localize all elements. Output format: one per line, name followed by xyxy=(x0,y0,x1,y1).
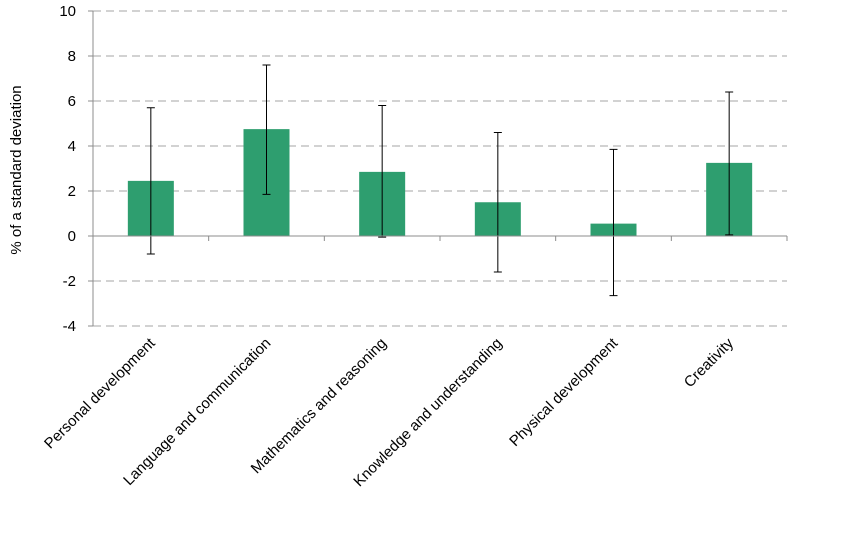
y-tick-label: 4 xyxy=(68,138,76,155)
x-category-label: Physical development xyxy=(506,334,622,450)
bars xyxy=(127,129,753,236)
x-category-label: Personal development xyxy=(41,334,159,452)
gridlines xyxy=(93,10,787,327)
y-axis-ticks: 10 8 6 4 2 0 -2 -4 xyxy=(59,3,76,335)
error-bars xyxy=(146,64,734,297)
y-tick-label: -4 xyxy=(63,318,76,335)
y-tick-label: -2 xyxy=(63,273,76,290)
y-tick-label: 6 xyxy=(68,93,76,110)
axes xyxy=(88,10,788,327)
y-tick-label: 2 xyxy=(68,183,76,200)
y-axis-title: % of a standard deviation xyxy=(8,85,25,254)
x-category-label: Mathematics and reasoning xyxy=(248,335,390,477)
y-tick-label: 8 xyxy=(68,48,76,65)
x-axis-category-labels: Personal development Language and commun… xyxy=(41,334,737,490)
x-category-label: Creativity xyxy=(681,334,738,391)
y-tick-label: 0 xyxy=(68,228,76,245)
y-tick-label: 10 xyxy=(59,3,76,20)
